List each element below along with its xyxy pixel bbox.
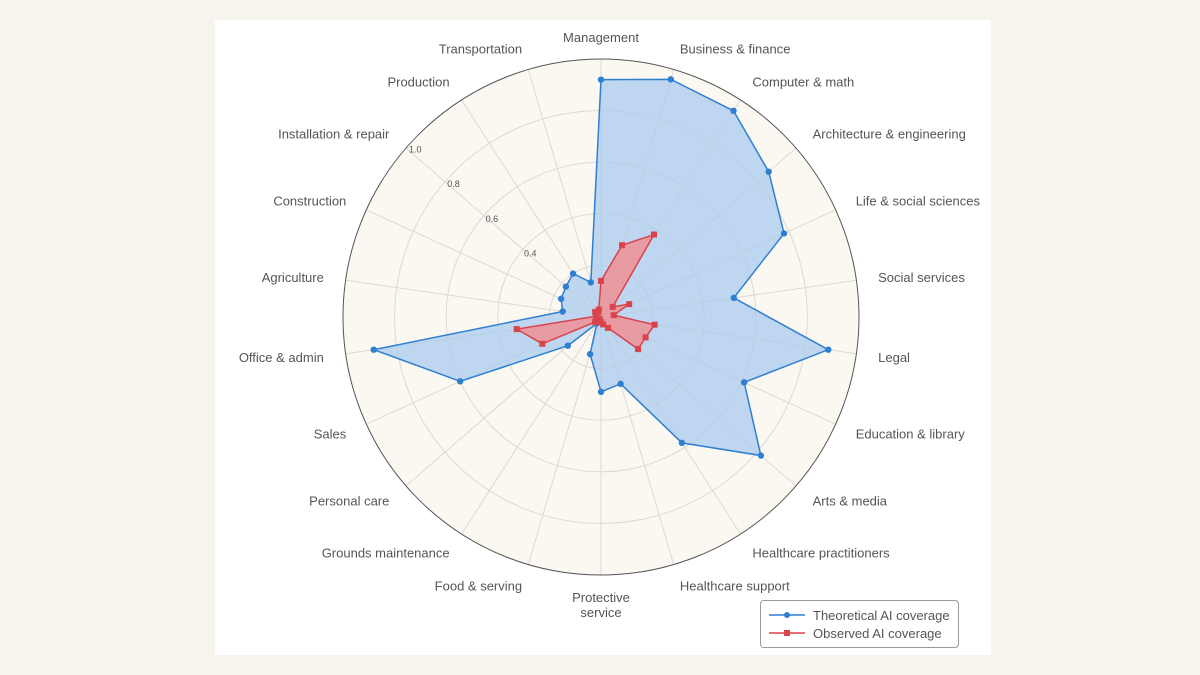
data-point — [730, 294, 737, 302]
category-label: Office & admin — [239, 350, 324, 365]
category-label: Management — [563, 30, 639, 45]
legend-marker-square — [769, 630, 805, 636]
category-label: Installation & repair — [278, 127, 390, 142]
data-point — [598, 277, 604, 284]
category-label: Sales — [314, 426, 347, 441]
category-label: Arts & media — [813, 493, 888, 508]
category-label: Healthcare practitioners — [752, 546, 890, 561]
data-point — [596, 316, 603, 323]
grid-spoke — [461, 316, 602, 535]
radial-tick-label: 0.4 — [524, 248, 537, 258]
radial-tick-label: 0.6 — [486, 214, 499, 224]
radial-tick-label: 1.0 — [409, 145, 422, 155]
category-label: Social services — [878, 270, 965, 285]
legend-marker-circle — [769, 612, 805, 618]
data-point — [617, 380, 624, 388]
data-point — [626, 301, 633, 308]
grid-spoke — [527, 69, 602, 318]
data-point — [564, 342, 572, 349]
data-point — [562, 283, 570, 290]
data-point — [757, 452, 765, 459]
data-point — [592, 319, 599, 326]
data-point — [730, 107, 737, 115]
outer-ring — [342, 58, 860, 576]
data-point — [456, 378, 464, 385]
legend-label: Observed AI coverage — [813, 625, 942, 641]
data-point — [651, 321, 658, 328]
data-point — [604, 324, 611, 331]
data-point — [586, 350, 594, 358]
category-label: Personal care — [309, 493, 389, 508]
data-point — [539, 340, 546, 347]
category-label: Business & finance — [680, 41, 791, 56]
data-point — [609, 303, 616, 310]
data-point — [780, 230, 788, 237]
data-point — [642, 334, 649, 341]
data-point — [587, 279, 595, 286]
data-point — [651, 231, 658, 238]
data-point — [597, 76, 605, 83]
data-point — [635, 346, 642, 353]
data-point — [740, 379, 748, 386]
data-point — [595, 306, 602, 313]
data-point — [610, 312, 617, 319]
data-point — [597, 388, 605, 396]
data-point — [619, 242, 626, 249]
legend-item-theoretical: Theoretical AI coverage — [769, 606, 950, 624]
category-label: Life & social sciences — [856, 194, 981, 209]
category-label: Education & library — [856, 426, 966, 441]
category-label: Food & serving — [435, 579, 522, 594]
category-label: Transportation — [439, 41, 522, 56]
legend-label: Theoretical AI coverage — [813, 607, 950, 623]
data-point — [559, 308, 566, 315]
category-label: Healthcare support — [680, 579, 790, 594]
category-label: Grounds maintenance — [322, 546, 450, 561]
data-point — [370, 346, 377, 353]
legend: Theoretical AI coverage Observed AI cove… — [760, 600, 959, 648]
category-label: Construction — [273, 194, 346, 209]
data-point — [513, 326, 520, 333]
category-label: Computer & math — [752, 74, 854, 89]
data-point — [667, 76, 674, 83]
category-label: Architecture & engineering — [813, 127, 966, 142]
data-point — [569, 270, 577, 277]
data-point — [678, 439, 686, 447]
data-point — [595, 309, 602, 316]
data-point — [592, 308, 599, 315]
category-label: Legal — [878, 350, 910, 365]
data-point — [765, 168, 772, 175]
legend-item-observed: Observed AI coverage — [769, 624, 942, 642]
data-point — [557, 295, 565, 302]
radial-tick-label: 0.8 — [447, 179, 460, 189]
category-label: Protective service — [572, 590, 630, 620]
category-label: Production — [387, 74, 449, 89]
category-label: Agriculture — [262, 270, 324, 285]
data-point — [825, 346, 832, 353]
grid-spoke — [527, 316, 602, 565]
grid-spoke — [345, 279, 602, 318]
